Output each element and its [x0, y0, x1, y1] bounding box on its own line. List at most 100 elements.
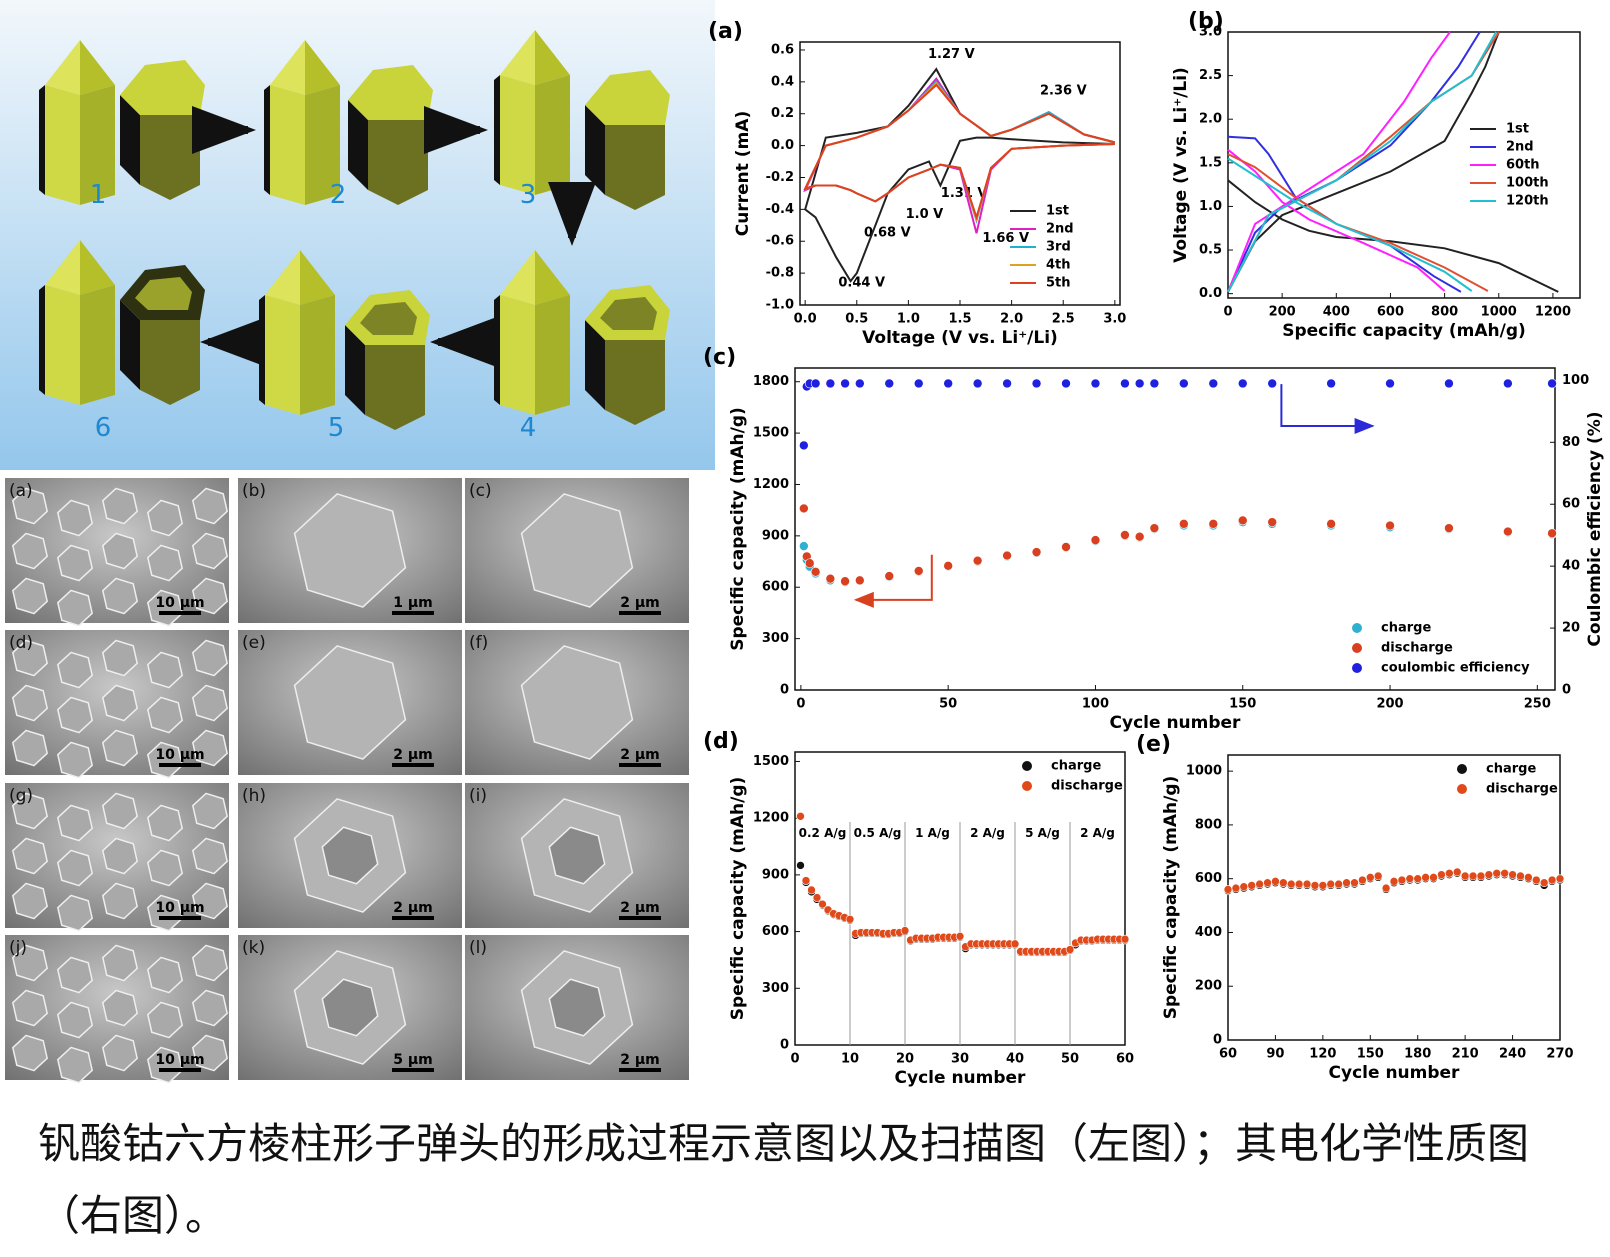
prism-face — [80, 40, 115, 95]
data-point — [799, 541, 809, 551]
data-point — [1149, 523, 1160, 533]
y-tick-label: 400 — [1195, 925, 1222, 940]
sem-crystal — [56, 696, 94, 734]
legend-label: 1st — [1046, 204, 1069, 219]
series-line — [1227, 31, 1451, 293]
x-tick-label: 120 — [1309, 1047, 1336, 1062]
data-point — [1271, 877, 1280, 886]
data-point — [1237, 515, 1248, 526]
data-point — [900, 926, 910, 935]
peak-label: 1.27 V — [928, 47, 975, 62]
data-point — [1547, 378, 1557, 389]
data-point — [913, 566, 924, 576]
crystal-side — [348, 100, 368, 190]
y-tick-label: 0.0 — [1199, 286, 1222, 301]
x-tick-label: 0.0 — [794, 312, 817, 327]
data-point — [1247, 881, 1257, 890]
sem-panel-label: (d) — [9, 633, 33, 653]
x-tick-label: 150 — [1357, 1047, 1384, 1062]
sem-crystal — [11, 944, 49, 982]
scale-label: 2 μm — [620, 595, 660, 611]
data-point — [1385, 378, 1395, 389]
x-tick-label: 50 — [1061, 1052, 1079, 1067]
sem-crystal — [11, 729, 49, 767]
plot-frame — [794, 367, 1556, 691]
data-point — [1120, 378, 1130, 389]
scale-label: 5 μm — [393, 1052, 433, 1068]
sem-crystal — [56, 956, 94, 994]
data-point — [884, 378, 895, 389]
sem-crystal — [11, 684, 49, 722]
series-line — [1227, 31, 1559, 293]
prism-face — [535, 75, 570, 195]
data-point — [943, 378, 953, 389]
sem-crystal — [146, 894, 184, 932]
crystal-front — [140, 115, 200, 200]
prism-face — [535, 250, 570, 305]
sem-crystal — [56, 849, 94, 887]
legend-swatch — [1457, 784, 1467, 794]
stage-label: 5 — [328, 413, 345, 443]
x-tick-label: 2.0 — [1000, 312, 1023, 327]
y2-tick-label: 60 — [1562, 497, 1580, 512]
data-point — [1090, 535, 1101, 545]
y2-tick-label: 100 — [1562, 373, 1589, 388]
sem-crystal — [101, 577, 139, 615]
y-tick-label: 600 — [762, 924, 789, 939]
data-point — [1405, 874, 1415, 883]
y-tick-label: -0.6 — [766, 234, 794, 249]
sem-panel-label: (e) — [242, 633, 266, 653]
prism-edge — [264, 85, 270, 195]
plot-frame — [799, 41, 1121, 306]
scale-label: 2 μm — [393, 747, 433, 763]
stage-label: 4 — [520, 413, 537, 443]
figure-graphics: 1 2 3 4 5 6 (a) 10 μm (b) 1 μm (c) 2 μm (d) 10 μm (e) 2… — [0, 0, 1605, 1088]
y-tick-label: 1500 — [753, 754, 789, 769]
prism-face — [45, 85, 80, 205]
plot-frame — [1227, 31, 1581, 299]
sem-crystal — [191, 729, 229, 767]
data-point — [1120, 530, 1130, 540]
data-point — [1061, 542, 1071, 552]
crystal-front — [140, 320, 200, 405]
crystal-front — [605, 125, 665, 210]
data-point — [1231, 883, 1241, 893]
data-point — [1208, 519, 1219, 529]
data-point — [1326, 879, 1336, 889]
prism-face — [45, 240, 80, 295]
data-point — [1452, 867, 1462, 877]
panel-label: (d) — [703, 729, 739, 754]
crystal-cavity — [135, 277, 192, 310]
x-tick-label: 270 — [1546, 1047, 1573, 1062]
data-point — [1065, 945, 1075, 954]
sem-crystal — [11, 487, 49, 525]
data-point — [1531, 875, 1541, 885]
y2-tick-label: 20 — [1562, 621, 1580, 636]
scale-label: 10 μm — [155, 595, 204, 611]
crystal-front — [605, 340, 665, 425]
x-axis-label: Cycle number — [1329, 1063, 1461, 1083]
sem-crystal — [101, 792, 139, 830]
sem-crystal — [146, 804, 184, 842]
sem-panel-label: (a) — [9, 481, 33, 501]
sem-crystal — [293, 645, 407, 760]
y-tick-label: 0 — [1213, 1033, 1222, 1048]
sem-crystal — [56, 499, 94, 537]
sem-crystal — [101, 639, 139, 677]
crystal-side — [585, 320, 605, 410]
y-tick-label: 0.5 — [1199, 243, 1222, 258]
scale-label: 2 μm — [620, 900, 660, 916]
rate-label: 5 A/g — [1025, 826, 1060, 840]
legend-label: 120th — [1506, 194, 1549, 209]
scale-label: 2 μm — [620, 1052, 660, 1068]
plot-frame — [1227, 754, 1561, 1041]
prism-face — [300, 295, 335, 415]
y-tick-label: 200 — [1195, 979, 1222, 994]
data-point — [1134, 531, 1145, 542]
data-point — [1326, 378, 1336, 389]
x-tick-label: 1.0 — [897, 312, 920, 327]
sem-crystal — [146, 1046, 184, 1084]
legend-label: charge — [1381, 621, 1431, 636]
crystal-side — [345, 325, 365, 415]
data-point — [810, 378, 821, 389]
